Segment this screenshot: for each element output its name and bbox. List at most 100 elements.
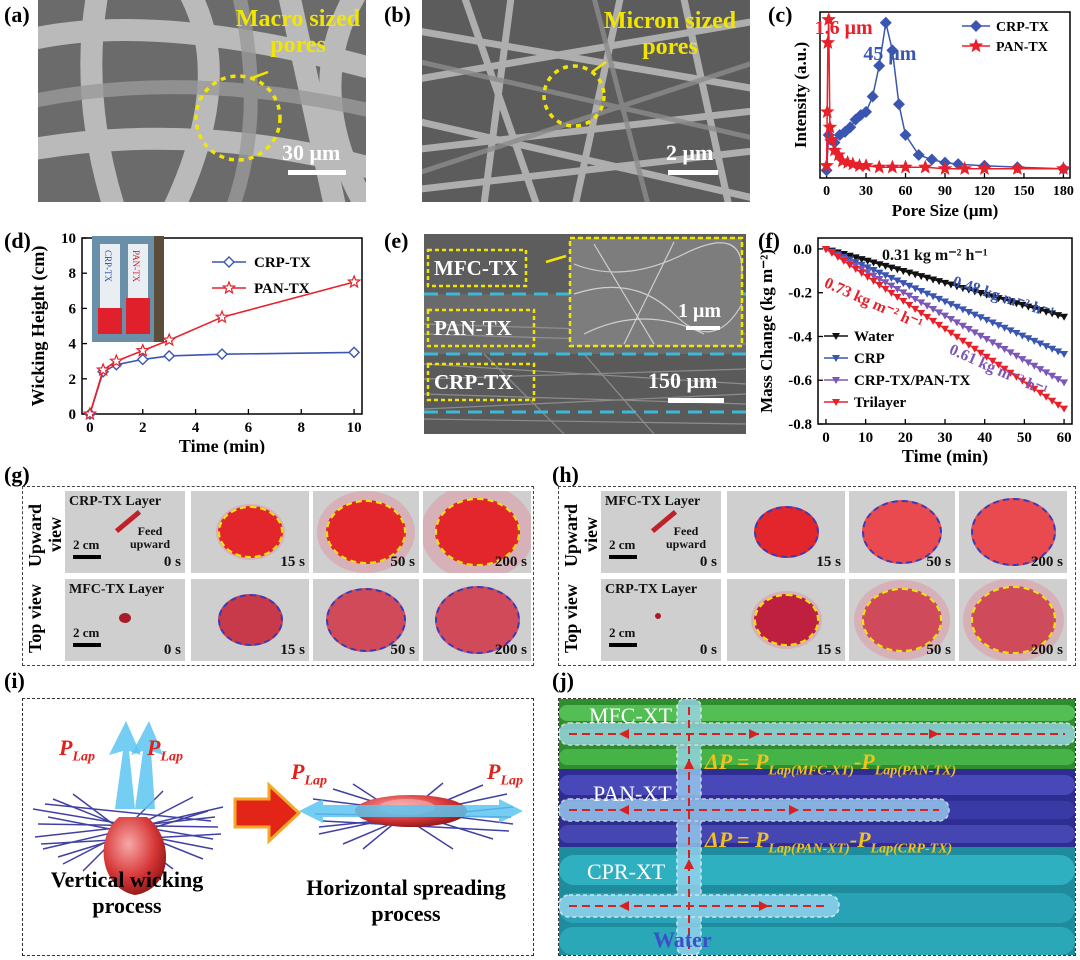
eq1-mid: -P [853, 749, 875, 774]
data-point-CRP-TX/PAN-TX [1030, 362, 1039, 370]
stain-spot [970, 498, 1056, 566]
p-lap-sub-4: Lap [500, 773, 524, 789]
data-point-Trilayer [1012, 373, 1021, 381]
photo-h-top-0: 0 s CRP-TX Layer 2 cm [601, 579, 721, 661]
data-point-CRP-TX/PAN-TX [1006, 349, 1015, 357]
p-lap-sub-1: Lap [72, 749, 96, 765]
view-label-h-up: Upward view [561, 503, 601, 567]
time-label-g-0-1: 15 s [280, 554, 305, 570]
x-tick-label-f: 20 [898, 430, 913, 446]
data-point-CRP [1024, 335, 1033, 343]
data-point-CRP [905, 282, 914, 290]
x-tick-label-f: 0 [822, 430, 830, 446]
data-point-CRP-TX/PAN-TX [1060, 379, 1069, 387]
y-tick-label-f: -0.6 [788, 373, 812, 389]
data-point-Water [1060, 313, 1069, 321]
data-point-Trilayer [1060, 405, 1069, 413]
legend-label-PAN-TX: PAN-TX [254, 281, 310, 297]
y-tick-label-d: 4 [69, 337, 77, 353]
y-axis-label-f: Mass Change (kg m⁻²) [757, 249, 776, 413]
annotation-c-crp: 45 μm [863, 43, 916, 65]
x-tick-label-f: 40 [977, 430, 992, 446]
data-point-Trilayer [976, 349, 985, 357]
data-point-Trilayer [994, 361, 1003, 369]
photo-g-up-3: 200 s [423, 491, 531, 573]
chart-c-svg: 0 30 60 90 120 150 180 Pore Size (μm) Intensity … [791, 11, 1074, 220]
data-point-Trilayer [958, 337, 967, 345]
feed-label-h: Feed upward [665, 524, 706, 551]
data-point-Trilayer [929, 317, 938, 325]
data-point-CRP-TX/PAN-TX [952, 319, 961, 327]
data-point-CRP-TX [348, 346, 361, 359]
annotation-a-line1: Macro sized [235, 6, 361, 32]
panel-label-g: (g) [4, 462, 30, 487]
panel-label-h: (h) [552, 462, 579, 487]
time-label-h-0-0: 0 s [699, 554, 717, 570]
data-point-Trilayer [1048, 397, 1057, 405]
p-lap-label-3: PLap [291, 759, 327, 789]
data-point-Trilayer [863, 273, 872, 281]
stain-spot [970, 586, 1056, 654]
x-tick-label-d: 8 [297, 420, 305, 436]
sem-image-a: Macro sized pores 30 μm [38, 0, 366, 202]
rate-label-water: 0.31 kg m⁻² h⁻¹ [882, 247, 988, 264]
x-tick-label-c: 150 [1013, 184, 1034, 199]
data-point-PAN-TX [918, 159, 933, 174]
initial-drop [655, 613, 661, 619]
time-label-h-0-2: 50 s [926, 554, 951, 570]
time-label-g-0-3: 200 s [494, 554, 527, 570]
data-point-CRP-TX [912, 148, 925, 161]
time-label-g-1-1: 15 s [280, 642, 305, 658]
data-point-CRP [1012, 329, 1021, 337]
photo-g-top-1: 15 s [191, 579, 309, 661]
data-point-CRP-TX [873, 59, 886, 72]
data-point-CRP-TX/PAN-TX [869, 272, 878, 280]
caption-vertical-2: process [92, 893, 162, 918]
legend-label-CRP: CRP [854, 351, 885, 367]
x-tick-label-f: 60 [1057, 430, 1072, 446]
data-point-CRP [988, 319, 997, 327]
time-label-g-0-2: 50 s [390, 554, 415, 570]
photo-g-up-2: 50 s [313, 491, 419, 573]
data-point-CRP [899, 280, 908, 288]
data-point-CRP [911, 285, 920, 293]
series-line-CRP-TX [89, 351, 355, 415]
data-point-Trilayer [869, 277, 878, 285]
layer-label-g-0: CRP-TX Layer [69, 494, 162, 509]
layer-label-cpr-xt: CPR-XT [587, 859, 666, 884]
data-point-PAN-TX [819, 104, 835, 119]
x-tick-label-f: 10 [858, 430, 873, 446]
photo-panel-h: Upward view Top view 0 s MFC-TX Layer 2 cm… [558, 486, 1076, 666]
scale-bar-h-0 [609, 555, 637, 559]
scale-text-a: 30 μm [282, 140, 341, 165]
data-point-Trilayer [1036, 389, 1045, 397]
data-point-CRP-TX [899, 128, 912, 141]
data-point-CRP-TX/PAN-TX [994, 342, 1003, 350]
data-point-CRP-TX/PAN-TX [923, 302, 932, 310]
data-point-Trilayer [946, 329, 955, 337]
data-point-Trilayer [1006, 369, 1015, 377]
scale-text-e: 150 μm [648, 368, 718, 393]
data-point-CRP-TX/PAN-TX [893, 285, 902, 293]
data-point-CRP-TX/PAN-TX [964, 326, 973, 334]
data-point-CRP-TX/PAN-TX [982, 336, 991, 344]
data-point-CRP [887, 274, 896, 282]
eq2-mid: -P [849, 827, 871, 852]
data-point-CRP-TX/PAN-TX [1048, 372, 1057, 380]
scale-bar-h-1 [609, 643, 637, 647]
data-point-CRP-TX/PAN-TX [1054, 376, 1063, 384]
layer-label-h-0: MFC-TX Layer [605, 494, 701, 509]
photo-panel-g: Upward view Top view 0 s CRP-TX Layer 2 cm… [22, 486, 534, 666]
y-tick-label-d: 0 [69, 407, 77, 423]
time-label-h-1-0: 0 s [699, 642, 717, 658]
x-tick-label-c: 30 [859, 184, 873, 199]
x-tick-label-d: 4 [192, 420, 200, 436]
scale-bar-a [288, 170, 346, 175]
data-point-PAN-TX [831, 147, 846, 162]
y-axis-label-c: Intensity (a.u.) [791, 42, 810, 148]
x-tick-label-f: 50 [1017, 430, 1032, 446]
data-point-CRP-TX/PAN-TX [1000, 346, 1009, 354]
data-point-CRP-TX/PAN-TX [976, 332, 985, 340]
stain-spot [326, 588, 406, 652]
panel-label-f: (f) [758, 228, 780, 253]
